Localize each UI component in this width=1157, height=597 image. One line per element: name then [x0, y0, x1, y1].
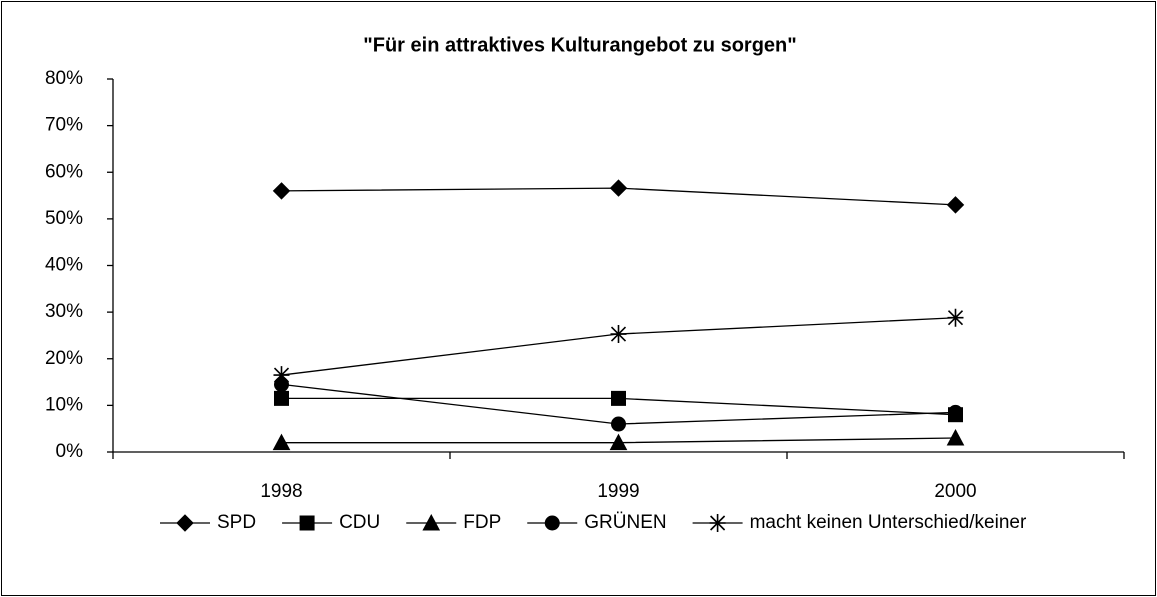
- legend-label: SPD: [217, 512, 256, 533]
- legend-marker: [544, 515, 560, 531]
- legend-label: CDU: [339, 512, 380, 533]
- y-tick-label: 30%: [45, 301, 83, 322]
- y-tick-label: 60%: [45, 161, 83, 182]
- x-tick-label: 1998: [260, 481, 302, 502]
- data-point: [274, 390, 289, 406]
- legend-marker: [176, 514, 194, 532]
- data-point: [611, 416, 626, 432]
- y-tick-label: 80%: [45, 68, 83, 89]
- x-tick-label: 1999: [597, 481, 639, 502]
- data-point: [610, 325, 627, 344]
- data-point: [946, 196, 965, 214]
- data-point: [272, 182, 291, 200]
- legend-marker: [422, 513, 441, 531]
- legend-marker: [709, 514, 726, 532]
- legend-label: FDP: [463, 512, 501, 533]
- y-tick-label: 20%: [45, 348, 83, 369]
- data-point: [948, 404, 963, 420]
- data-point: [609, 433, 628, 451]
- data-point: [609, 179, 628, 197]
- data-point: [611, 390, 626, 406]
- y-tick-label: 10%: [45, 394, 83, 415]
- legend-marker: [299, 515, 315, 531]
- chart-title: "Für ein attraktives Kulturangebot zu so…: [363, 34, 796, 56]
- y-tick-label: 40%: [45, 255, 83, 276]
- y-tick-label: 0%: [56, 441, 84, 462]
- x-tick-label: 2000: [934, 481, 976, 502]
- data-point: [273, 366, 290, 385]
- y-tick-label: 50%: [45, 208, 83, 229]
- data-point: [272, 433, 291, 451]
- data-point: [946, 428, 965, 446]
- legend-label: macht keinen Unterschied/keiner: [750, 512, 1027, 533]
- data-point: [947, 308, 964, 327]
- legend-label: GRÜNEN: [584, 512, 666, 533]
- y-tick-label: 70%: [45, 115, 83, 136]
